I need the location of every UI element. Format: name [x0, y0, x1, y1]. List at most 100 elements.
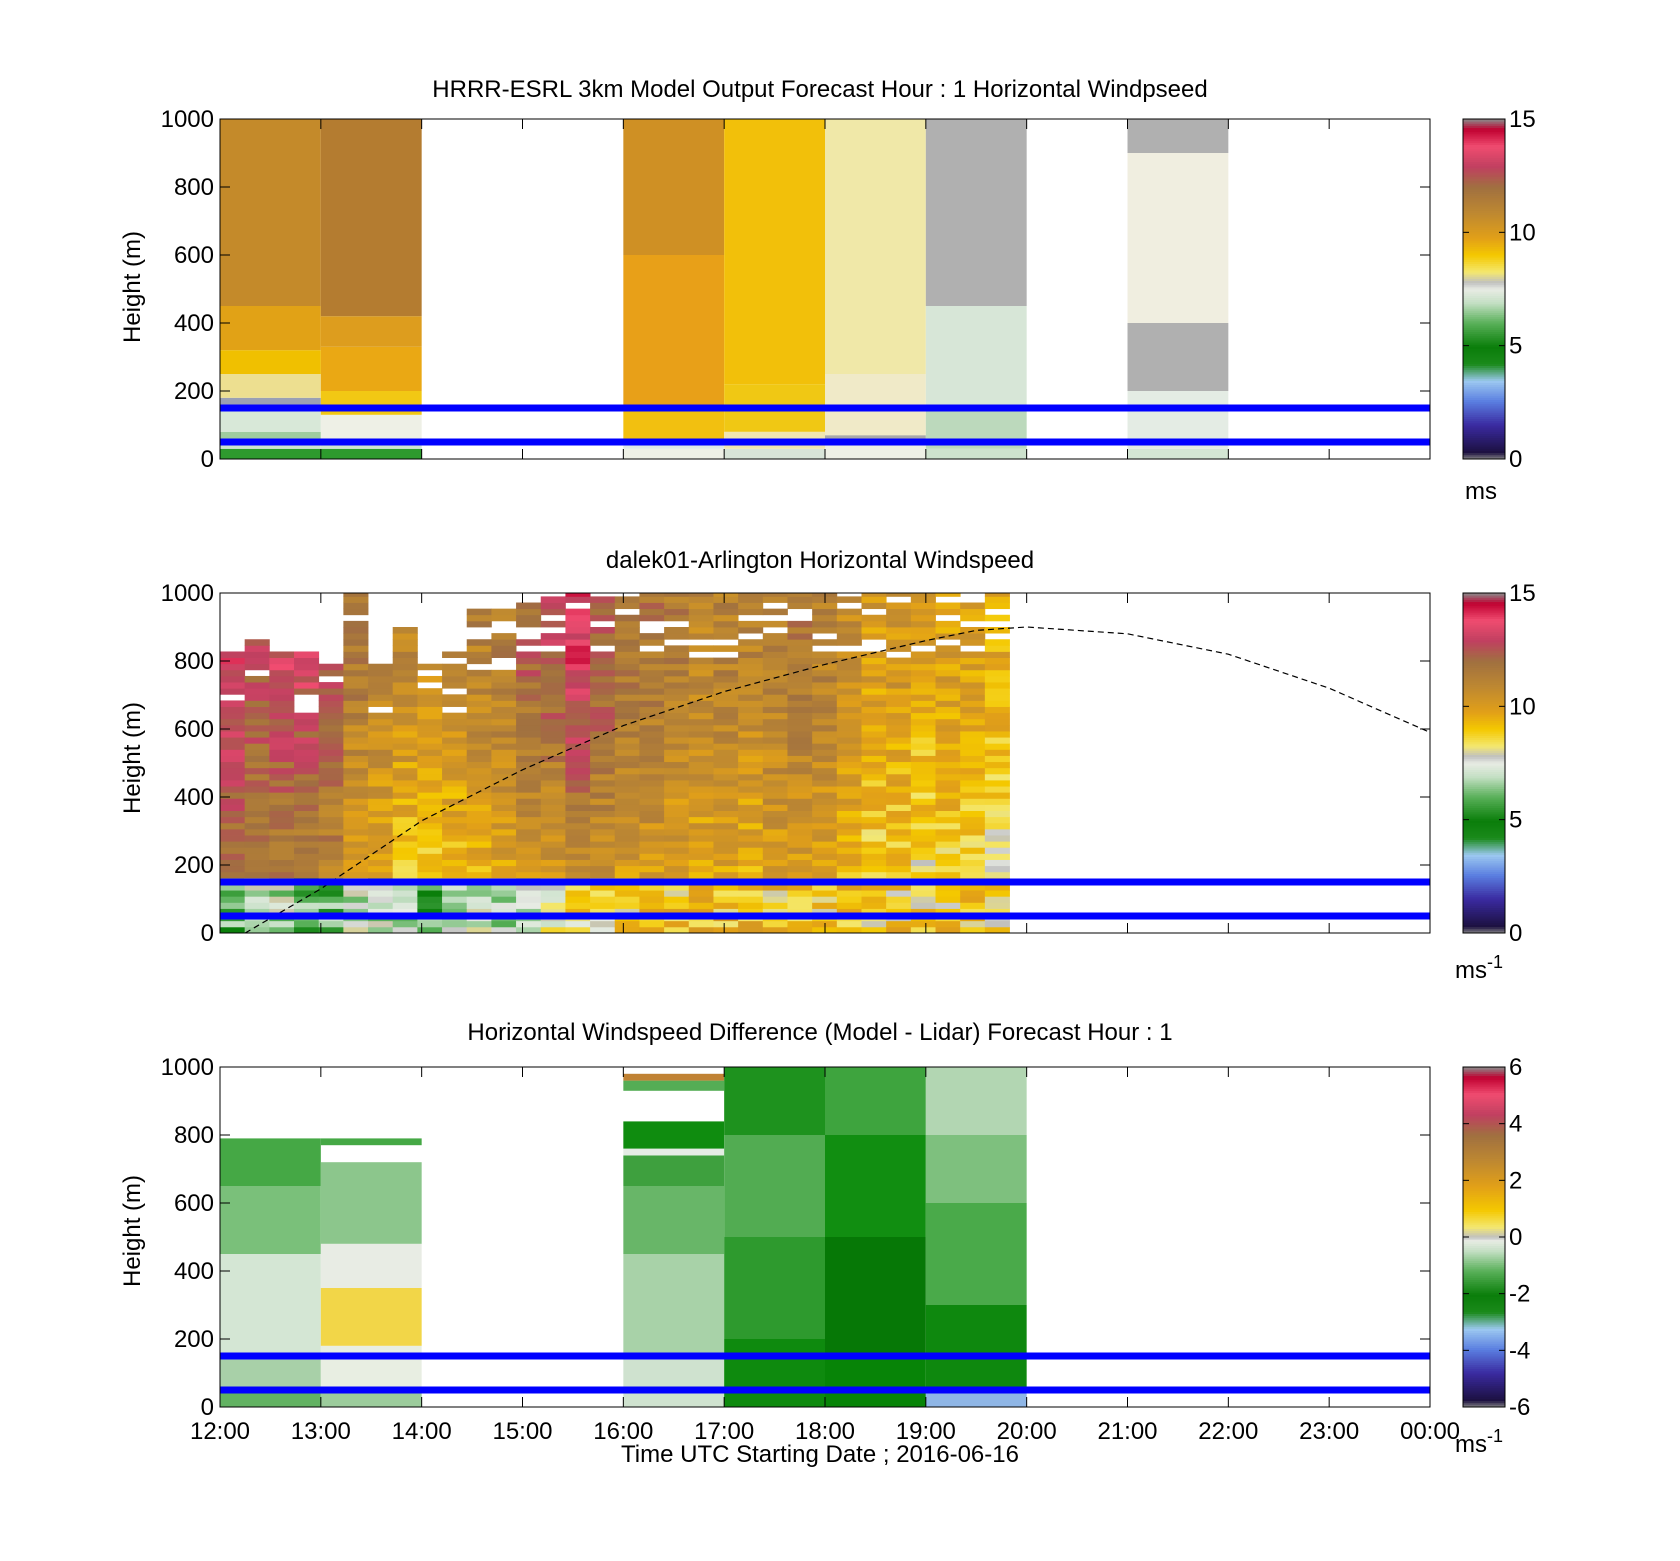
- heatmap-cell: [713, 602, 739, 610]
- heatmap-cell: [738, 675, 764, 683]
- heatmap-cell: [565, 920, 591, 928]
- colorbar-swatch: [1463, 1262, 1505, 1266]
- heatmap-cell: [590, 627, 616, 634]
- heatmap-cell: [614, 663, 640, 671]
- colorbar-swatch: [1463, 913, 1505, 917]
- heatmap-cell: [688, 798, 714, 805]
- heatmap-cell: [417, 724, 443, 732]
- heatmap-cell: [244, 792, 270, 799]
- heatmap-cell: [861, 675, 887, 683]
- colorbar-swatch: [1463, 648, 1505, 651]
- heatmap-cell: [738, 920, 764, 928]
- heatmap-cell: [688, 841, 714, 848]
- heatmap-cell: [516, 724, 542, 732]
- colorbar-swatch: [1463, 352, 1505, 356]
- heatmap-cell: [343, 871, 369, 879]
- heatmap-cell: [861, 614, 887, 622]
- y-axis-label: Height (m): [119, 1175, 146, 1287]
- colorbar-swatch: [1463, 758, 1505, 762]
- heatmap-cell: [738, 639, 764, 646]
- heatmap-cell: [516, 706, 542, 714]
- heatmap-cell: [442, 859, 468, 867]
- heatmap-cell: [639, 694, 665, 701]
- colorbar-swatch: [1463, 896, 1505, 900]
- heatmap-cell: [417, 841, 443, 848]
- heatmap-cell: [318, 706, 344, 714]
- heatmap-cell: [738, 743, 764, 750]
- heatmap-cell: [220, 755, 246, 763]
- heatmap-cell: [910, 902, 936, 909]
- heatmap-cell: [442, 884, 468, 891]
- heatmap-cell: [713, 865, 739, 873]
- heatmap-cell: [269, 706, 295, 714]
- heatmap-cell: [688, 871, 714, 879]
- colorbar-swatch: [1463, 193, 1505, 196]
- colorbar-swatch: [1463, 129, 1505, 133]
- colorbar-swatch: [1463, 1353, 1505, 1357]
- heatmap-cell: [886, 614, 912, 622]
- heatmap-cell: [590, 633, 616, 640]
- colorbar-swatch: [1463, 1169, 1505, 1172]
- heatmap-cell: [812, 896, 838, 903]
- heatmap-cell: [886, 804, 912, 811]
- heatmap-cell: [688, 835, 714, 842]
- colorbar-swatch: [1463, 801, 1505, 804]
- heatmap-cell: [368, 712, 394, 720]
- heatmap-cell: [812, 804, 838, 811]
- colorbar-swatch: [1463, 140, 1505, 143]
- colorbar-swatch: [1463, 361, 1505, 364]
- heatmap-cell: [516, 663, 542, 671]
- heatmap-cell: [639, 822, 665, 830]
- heatmap-cell: [343, 724, 369, 732]
- heatmap-cell: [787, 749, 813, 756]
- heatmap-cell: [762, 657, 788, 665]
- heatmap-cell: [565, 749, 591, 756]
- heatmap-cell: [664, 822, 690, 830]
- heatmap-cell: [614, 639, 640, 646]
- colorbar-swatch: [1463, 886, 1505, 889]
- heatmap-cell: [491, 614, 517, 622]
- heatmap-cell: [343, 884, 369, 891]
- heatmap-cell: [910, 737, 936, 744]
- heatmap-cell: [220, 859, 246, 867]
- colorbar-swatch: [1463, 741, 1505, 745]
- heatmap-cell: [540, 841, 566, 848]
- heatmap-cell: [392, 890, 418, 897]
- heatmap-cell: [861, 620, 887, 628]
- colorbar-swatch: [1463, 374, 1505, 377]
- heatmap-cell: [812, 835, 838, 842]
- heatmap-cell: [812, 712, 838, 720]
- colorbar-swatch: [1463, 344, 1505, 347]
- colorbar-swatch: [1463, 420, 1505, 424]
- colorbar-swatch: [1463, 831, 1505, 834]
- heatmap-cell: [540, 700, 566, 707]
- heatmap-cell: [910, 816, 936, 824]
- heatmap-cell: [935, 773, 961, 781]
- heatmap-cell: [688, 669, 714, 677]
- heatmap-cell: [244, 718, 270, 726]
- heatmap-cell: [664, 828, 690, 836]
- colorbar-swatch: [1463, 892, 1505, 896]
- heatmap-cell: [935, 731, 961, 738]
- heatmap-cell: [565, 902, 591, 909]
- colorbar-unit-exponent: -1: [1487, 1426, 1503, 1446]
- heatmap-cell: [417, 773, 443, 781]
- colorbar-swatch: [1463, 1279, 1505, 1283]
- heatmap-cell: [639, 593, 665, 597]
- heatmap-cell: [368, 853, 394, 860]
- heatmap-cell: [320, 1288, 422, 1346]
- heatmap-cell: [220, 828, 246, 836]
- heatmap-cell: [220, 731, 246, 738]
- heatmap-cell: [269, 920, 295, 928]
- heatmap-cell: [688, 596, 714, 603]
- heatmap-cell: [540, 608, 566, 616]
- heatmap-cell: [688, 712, 714, 720]
- colorbar-swatch: [1463, 235, 1505, 239]
- heatmap-cell: [269, 804, 295, 811]
- colorbar-swatch: [1463, 1387, 1505, 1391]
- heatmap-cell: [762, 853, 788, 860]
- heatmap-cell: [639, 749, 665, 756]
- heatmap-cell: [935, 908, 961, 916]
- colorbar-swatch: [1463, 1156, 1505, 1159]
- colorbar-swatch: [1463, 1232, 1505, 1236]
